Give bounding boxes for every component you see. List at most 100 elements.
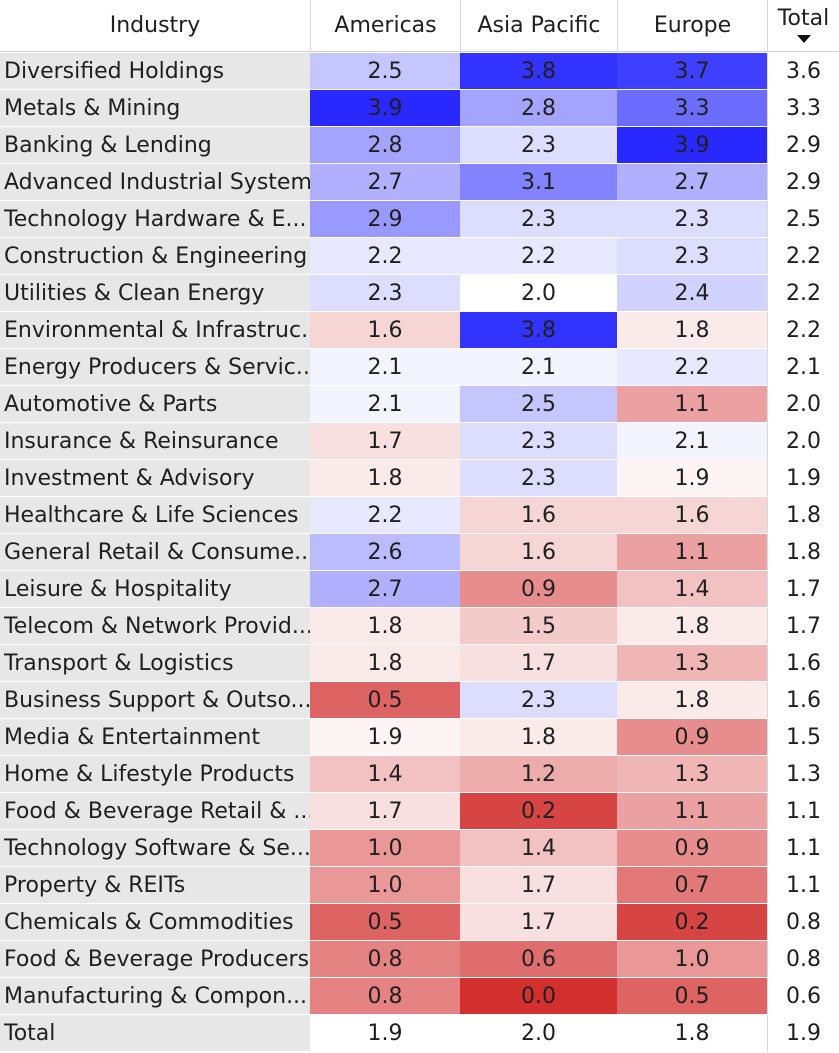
table-row[interactable]: Metals & Mining 3.9 2.8 3.3 3.3 [0, 90, 839, 127]
americas-value-cell: 2.2 [310, 497, 460, 534]
industry-label: Advanced Industrial Systems [0, 164, 310, 201]
total-value-cell: 1.3 [767, 756, 839, 793]
industry-label: Food & Beverage Producers [0, 941, 310, 978]
europe-value-cell: 3.7 [617, 53, 767, 90]
total-value-cell: 2.0 [767, 423, 839, 460]
europe-value-cell: 1.8 [617, 682, 767, 719]
table-row[interactable]: Energy Producers & Servic... 2.1 2.1 2.2 2.1 [0, 349, 839, 386]
total-value-cell: 0.8 [767, 941, 839, 978]
table-row[interactable]: Transport & Logistics 1.8 1.7 1.3 1.6 [0, 645, 839, 682]
total-value-cell: 3.6 [767, 53, 839, 90]
americas-value-cell: 1.7 [310, 423, 460, 460]
europe-value-cell: 0.5 [617, 978, 767, 1015]
americas-value-cell: 1.8 [310, 460, 460, 497]
europe-value-cell: 1.9 [617, 460, 767, 497]
table-row[interactable]: Technology Software & Se... 1.0 1.4 0.9 1.1 [0, 830, 839, 867]
table-row[interactable]: Business Support & Outso... 0.5 2.3 1.8 1.6 [0, 682, 839, 719]
table-row[interactable]: Food & Beverage Retail & ... 1.7 0.2 1.1 1.1 [0, 793, 839, 830]
column-header-total[interactable]: Total [767, 0, 839, 52]
table-row[interactable]: Property & REITs 1.0 1.7 0.7 1.1 [0, 867, 839, 904]
industry-label: Technology Software & Se... [0, 830, 310, 867]
table-row[interactable]: Automotive & Parts 2.1 2.5 1.1 2.0 [0, 386, 839, 423]
total-value-cell: 0.6 [767, 978, 839, 1015]
total-value-cell: 2.5 [767, 201, 839, 238]
asia-pacific-value-cell: 3.8 [460, 312, 617, 349]
total-value-cell: 1.7 [767, 571, 839, 608]
industry-label: Energy Producers & Servic... [0, 349, 310, 386]
table-row[interactable]: Healthcare & Life Sciences 2.2 1.6 1.6 1.8 [0, 497, 839, 534]
americas-value-cell: 2.5 [310, 53, 460, 90]
table-row[interactable]: Construction & Engineering 2.2 2.2 2.3 2.2 [0, 238, 839, 275]
industry-label: Technology Hardware & E... [0, 201, 310, 238]
industry-label: Home & Lifestyle Products [0, 756, 310, 793]
industry-label: Construction & Engineering [0, 238, 310, 275]
total-value-cell: 1.6 [767, 682, 839, 719]
table-row[interactable]: Telecom & Network Provid... 1.8 1.5 1.8 1.7 [0, 608, 839, 645]
table-row[interactable]: Manufacturing & Compon... 0.8 0.0 0.5 0.6 [0, 978, 839, 1015]
europe-value-cell: 2.1 [617, 423, 767, 460]
asia-pacific-value-cell: 2.1 [460, 349, 617, 386]
table-row[interactable]: General Retail & Consume... 2.6 1.6 1.1 1.8 [0, 534, 839, 571]
americas-value-cell: 0.8 [310, 978, 460, 1015]
europe-value-cell: 0.9 [617, 719, 767, 756]
europe-value-cell: 1.3 [617, 645, 767, 682]
europe-value-cell: 1.3 [617, 756, 767, 793]
americas-value-cell: 2.9 [310, 201, 460, 238]
table-row[interactable]: Chemicals & Commodities 0.5 1.7 0.2 0.8 [0, 904, 839, 941]
americas-value-cell: 1.8 [310, 608, 460, 645]
industry-label: Transport & Logistics [0, 645, 310, 682]
table-row[interactable]: Food & Beverage Producers 0.8 0.6 1.0 0.8 [0, 941, 839, 978]
industry-label: Metals & Mining [0, 90, 310, 127]
total-value-cell: 2.9 [767, 127, 839, 164]
europe-value-cell: 1.1 [617, 793, 767, 830]
column-header-americas[interactable]: Americas [310, 0, 460, 52]
table-row[interactable]: Media & Entertainment 1.9 1.8 0.9 1.5 [0, 719, 839, 756]
asia-pacific-value-cell: 1.4 [460, 830, 617, 867]
asia-pacific-value-cell: 3.8 [460, 53, 617, 90]
table-row[interactable]: Diversified Holdings 2.5 3.8 3.7 3.6 [0, 53, 839, 90]
total-value-cell: 1.9 [767, 460, 839, 497]
total-row[interactable]: Total 1.9 2.0 1.8 1.9 [0, 1015, 839, 1052]
table-row[interactable]: Investment & Advisory 1.8 2.3 1.9 1.9 [0, 460, 839, 497]
europe-value-cell: 1.1 [617, 534, 767, 571]
americas-value-cell: 2.2 [310, 238, 460, 275]
europe-value-cell: 1.0 [617, 941, 767, 978]
americas-value-cell: 0.8 [310, 941, 460, 978]
asia-pacific-value-cell: 3.1 [460, 164, 617, 201]
asia-pacific-value-cell: 2.0 [460, 275, 617, 312]
industry-label: General Retail & Consume... [0, 534, 310, 571]
industry-label: Property & REITs [0, 867, 310, 904]
americas-value-cell: 1.6 [310, 312, 460, 349]
total-value-cell: 1.1 [767, 867, 839, 904]
asia-pacific-value-cell: 1.7 [460, 645, 617, 682]
americas-value-cell: 2.8 [310, 127, 460, 164]
table-row[interactable]: Environmental & Infrastruc... 1.6 3.8 1.8 2.… [0, 312, 839, 349]
asia-pacific-value-cell: 2.5 [460, 386, 617, 423]
asia-pacific-value-cell: 1.8 [460, 719, 617, 756]
europe-value-cell: 1.4 [617, 571, 767, 608]
americas-value-cell: 1.4 [310, 756, 460, 793]
table-row[interactable]: Leisure & Hospitality 2.7 0.9 1.4 1.7 [0, 571, 839, 608]
asia-pacific-value-cell: 2.3 [460, 460, 617, 497]
column-header-europe[interactable]: Europe [617, 0, 767, 52]
asia-pacific-value-cell: 2.2 [460, 238, 617, 275]
asia-pacific-value-cell: 1.7 [460, 867, 617, 904]
table-row[interactable]: Utilities & Clean Energy 2.3 2.0 2.4 2.2 [0, 275, 839, 312]
table-row[interactable]: Advanced Industrial Systems 2.7 3.1 2.7 2.9 [0, 164, 839, 201]
europe-value-cell: 0.2 [617, 904, 767, 941]
industry-label: Telecom & Network Provid... [0, 608, 310, 645]
americas-value-cell: 2.1 [310, 349, 460, 386]
total-value-cell: 2.9 [767, 164, 839, 201]
total-asia-pacific-value-cell: 2.0 [460, 1015, 617, 1052]
table-row[interactable]: Insurance & Reinsurance 1.7 2.3 2.1 2.0 [0, 423, 839, 460]
sort-descending-icon[interactable] [796, 35, 811, 43]
column-header-asia-pacific[interactable]: Asia Pacific [460, 0, 617, 52]
industry-label: Investment & Advisory [0, 460, 310, 497]
table-row[interactable]: Banking & Lending 2.8 2.3 3.9 2.9 [0, 127, 839, 164]
column-header-industry[interactable]: Industry [0, 0, 310, 52]
industry-label: Utilities & Clean Energy [0, 275, 310, 312]
table-row[interactable]: Home & Lifestyle Products 1.4 1.2 1.3 1.3 [0, 756, 839, 793]
table-row[interactable]: Technology Hardware & E... 2.9 2.3 2.3 2.5 [0, 201, 839, 238]
total-value-cell: 1.8 [767, 497, 839, 534]
